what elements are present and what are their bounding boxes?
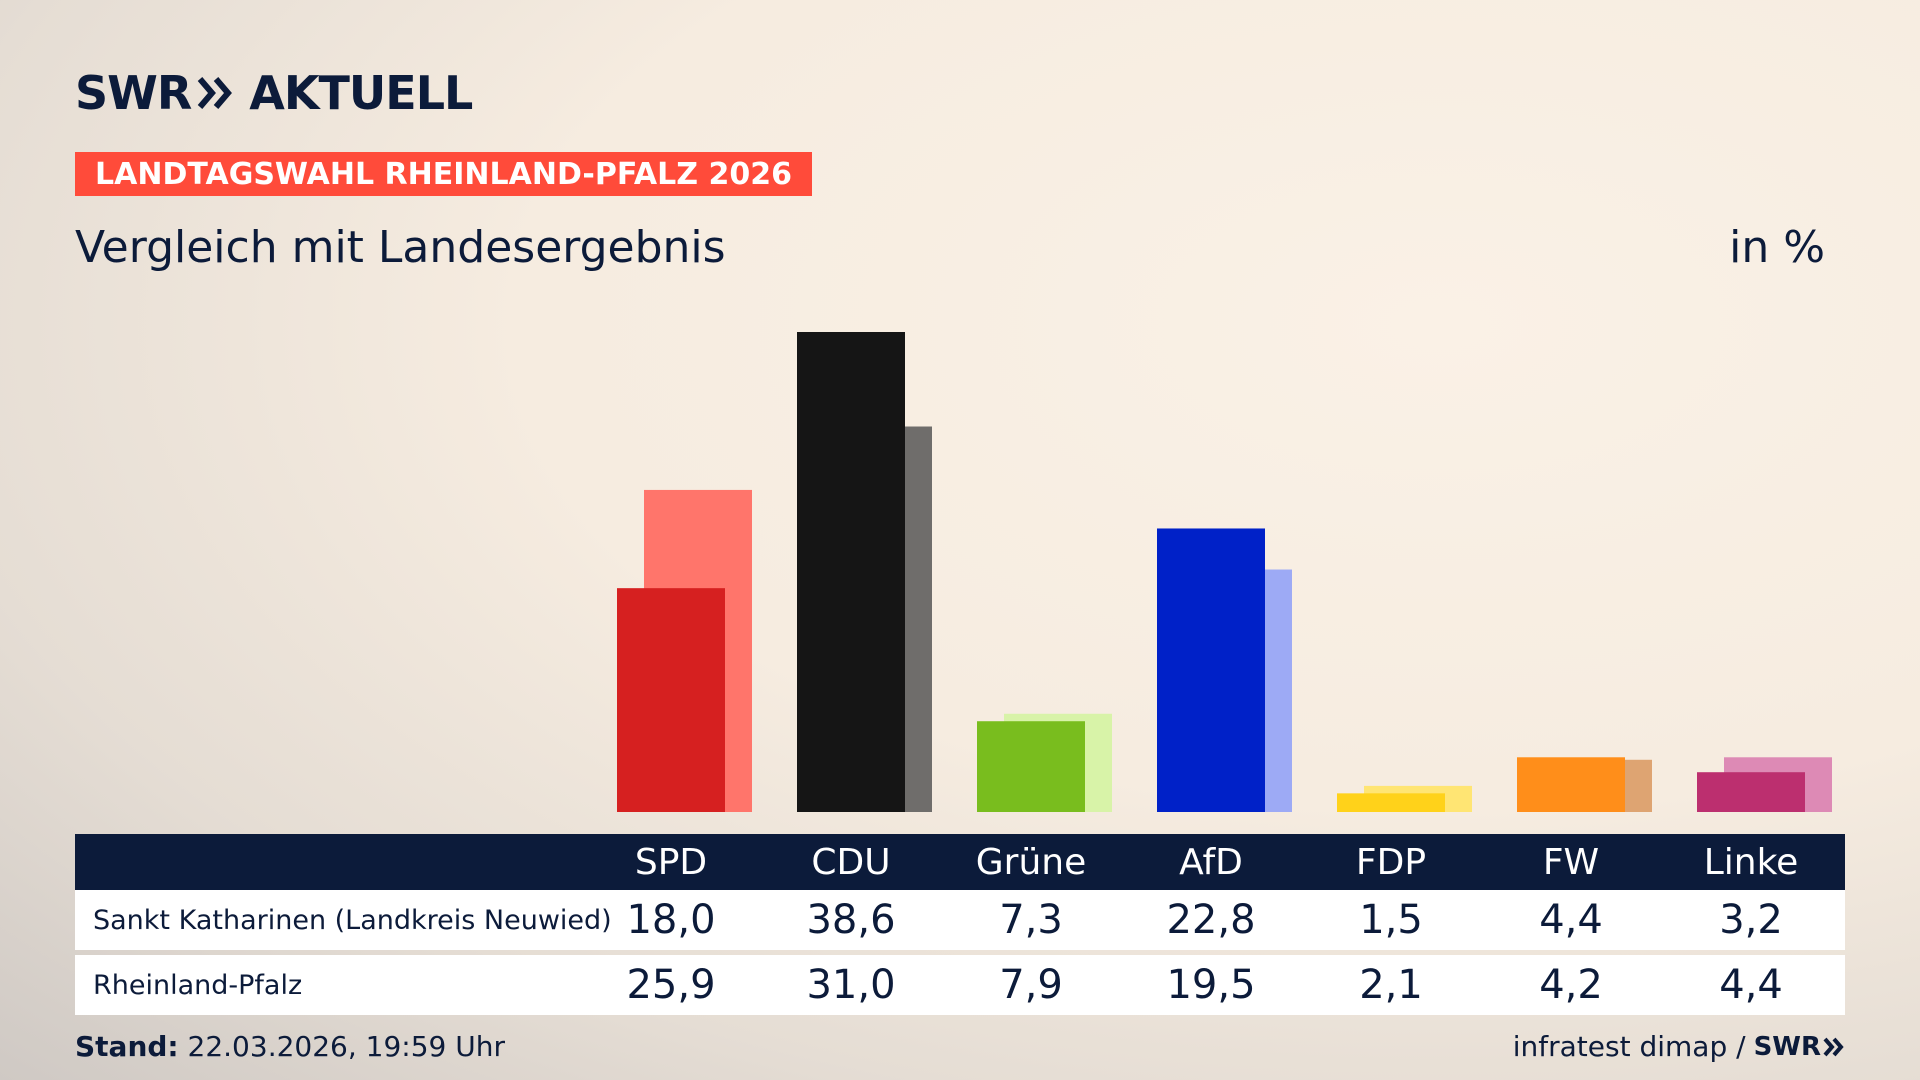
table-cell: 38,6 [806,897,896,943]
bar-local-spd [617,588,725,812]
table-cell: 25,9 [626,962,716,1008]
bar-local-fdp [1337,793,1445,812]
table-row-state: Rheinland-Pfalz 25,9 31,0 7,9 19,5 2,1 4,2 4,4 [75,955,1845,1015]
table-cell: 4,4 [1539,897,1603,943]
header-cdu: CDU [811,841,891,883]
table-cell: 7,3 [999,897,1063,943]
swr-aktuell-logo: SWR AKTUELL [75,66,473,120]
bar-local-grüne [977,721,1085,812]
table-cell: 19,5 [1166,962,1256,1008]
timestamp: Stand: 22.03.2026, 19:59 Uhr [75,1030,505,1063]
table-header: SPD CDU Grüne AfD FDP FW Linke [75,834,1845,890]
source-credit: infratest dimap / SWR [1513,1030,1845,1063]
header-grüne: Grüne [975,841,1087,883]
chart-subtitle: Vergleich mit Landesergebnis [75,222,726,273]
header-linke: Linke [1703,841,1799,883]
election-badge: LANDTAGSWAHL RHEINLAND-PFALZ 2026 [75,152,812,196]
logo-aktuell-text: AKTUELL [249,66,473,120]
results-table: SPD CDU Grüne AfD FDP FW Linke Sankt Katharine… [75,834,1845,1015]
unit-label: in % [1729,222,1825,273]
source-text: infratest dimap / [1512,1030,1746,1063]
stand-label: Stand: [75,1030,179,1063]
bar-local-fw [1517,757,1625,812]
swr-small-logo-text: SWR [1753,1031,1821,1062]
double-chevron-small-icon [1823,1037,1844,1056]
table-cell: 4,4 [1719,962,1783,1008]
bar-local-afd [1157,528,1265,812]
header-spd: SPD [634,841,708,883]
table-cell: 22,8 [1166,897,1256,943]
double-chevron-icon [197,76,235,110]
bar-local-cdu [797,332,905,812]
table-cell: 18,0 [626,897,716,943]
header-afd: AfD [1179,841,1243,883]
table-cell: 31,0 [806,962,896,1008]
bar-local-linke [1697,772,1805,812]
table-row-local: Sankt Katharinen (Landkreis Neuwied) 18,… [75,890,1845,950]
header-fw: FW [1542,841,1600,883]
table-cell: 1,5 [1359,897,1423,943]
table-cell: 7,9 [999,962,1063,1008]
table-cell: 4,2 [1539,962,1603,1008]
table-cell: 3,2 [1719,897,1783,943]
logo-swr-text: SWR [75,66,192,120]
stand-value: 22.03.2026, 19:59 Uhr [187,1030,505,1063]
header-fdp: FDP [1355,841,1427,883]
row-label-local: Sankt Katharinen (Landkreis Neuwied) [93,904,612,936]
table-cell: 2,1 [1359,962,1423,1008]
swr-small-logo: SWR [1754,1032,1845,1062]
row-label-state: Rheinland-Pfalz [93,969,303,1001]
